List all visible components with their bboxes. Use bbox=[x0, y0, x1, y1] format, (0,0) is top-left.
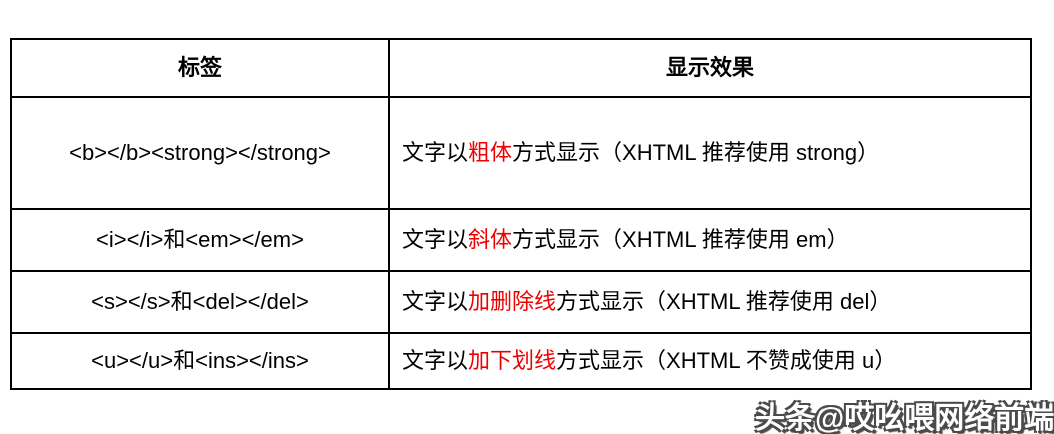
table-row: <i></i>和<em></em> 文字以斜体方式显示（XHTML 推荐使用 e… bbox=[10, 208, 1032, 272]
toutiao-watermark: 头条@哎吆喂网络前端 bbox=[755, 402, 1054, 434]
effect-suffix: 方式显示（XHTML 不赞成使用 u） bbox=[556, 348, 897, 374]
header-tag-column: 标签 bbox=[10, 38, 390, 98]
table-row: <u></u>和<ins></ins> 文字以加下划线方式显示（XHTML 不赞… bbox=[10, 332, 1032, 390]
effect-cell: 文字以粗体方式显示（XHTML 推荐使用 strong） bbox=[388, 96, 1032, 210]
effect-highlight: 粗体 bbox=[468, 140, 513, 166]
effect-suffix: 方式显示（XHTML 推荐使用 strong） bbox=[512, 140, 880, 166]
formatting-tags-table: 标签 显示效果 <b></b><strong></strong> 文字以粗体方式… bbox=[10, 38, 1032, 390]
effect-prefix: 文字以 bbox=[402, 227, 469, 253]
table-header-row: 标签 显示效果 bbox=[10, 38, 1032, 98]
effect-highlight: 加删除线 bbox=[468, 289, 557, 315]
table-row: <s></s>和<del></del> 文字以加删除线方式显示（XHTML 推荐… bbox=[10, 270, 1032, 334]
effect-suffix: 方式显示（XHTML 推荐使用 em） bbox=[512, 227, 849, 253]
effect-cell: 文字以加删除线方式显示（XHTML 推荐使用 del） bbox=[388, 270, 1032, 334]
table-row: <b></b><strong></strong> 文字以粗体方式显示（XHTML… bbox=[10, 96, 1032, 210]
effect-cell: 文字以加下划线方式显示（XHTML 不赞成使用 u） bbox=[388, 332, 1032, 390]
effect-suffix: 方式显示（XHTML 推荐使用 del） bbox=[556, 289, 892, 315]
effect-prefix: 文字以 bbox=[402, 348, 469, 374]
tag-cell: <u></u>和<ins></ins> bbox=[10, 332, 390, 390]
tag-cell: <i></i>和<em></em> bbox=[10, 208, 390, 272]
effect-cell: 文字以斜体方式显示（XHTML 推荐使用 em） bbox=[388, 208, 1032, 272]
effect-prefix: 文字以 bbox=[402, 140, 469, 166]
effect-highlight: 斜体 bbox=[468, 227, 513, 253]
effect-highlight: 加下划线 bbox=[468, 348, 557, 374]
header-effect-column: 显示效果 bbox=[388, 38, 1032, 98]
tag-cell: <s></s>和<del></del> bbox=[10, 270, 390, 334]
tag-cell: <b></b><strong></strong> bbox=[10, 96, 390, 210]
effect-prefix: 文字以 bbox=[402, 289, 469, 315]
